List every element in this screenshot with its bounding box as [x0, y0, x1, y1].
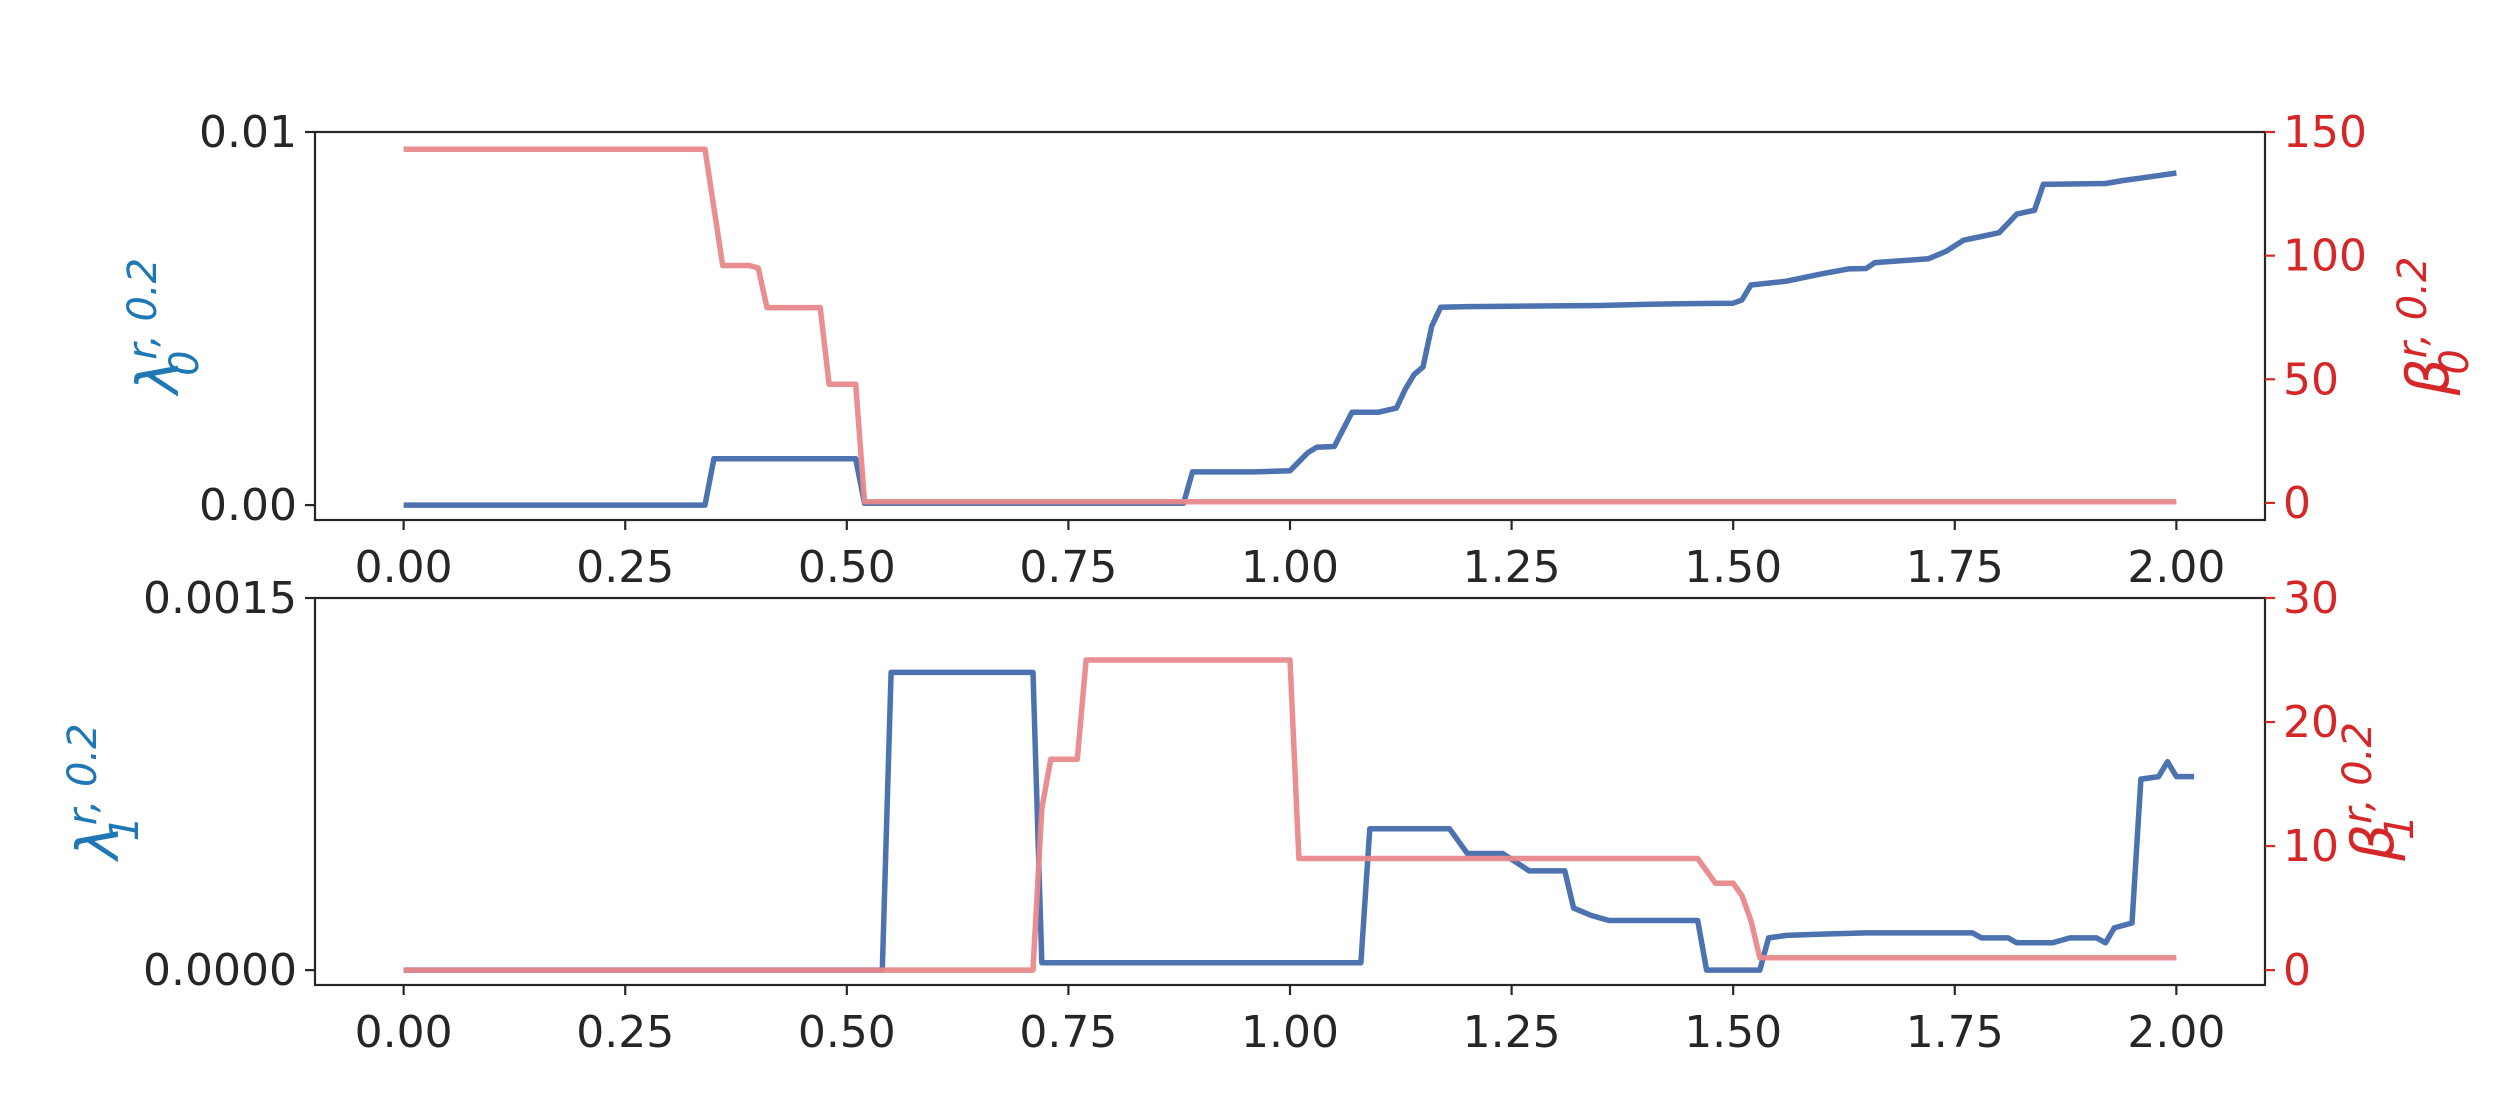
x-tick-label: 0.50 [798, 1007, 896, 1058]
right-y-tick-label: 20 [2283, 697, 2339, 748]
right-y-axis-label: βr, 0.21 [2335, 722, 2423, 862]
left-y-axis-label: λr, 0.21 [60, 723, 148, 862]
x-tick-label: 2.00 [2127, 1007, 2225, 1058]
right-y-tick-label: 100 [2283, 231, 2367, 282]
right-y-axis-label: βr, 0.20 [2390, 257, 2478, 397]
x-tick-label: 0.50 [798, 542, 896, 593]
left-y-tick-label: 0.0015 [143, 573, 297, 624]
lambda-series-line-0 [403, 170, 2177, 508]
bottom-panel: 0.00 0.25 0.50 0.75 1.00 1.25 1.50 1.75 2.00 0.00… [60, 573, 2423, 1058]
left-y-tick-label: 0.01 [199, 107, 297, 158]
right-y-tick-label: 10 [2283, 821, 2339, 872]
right-y-tick-label: 0 [2283, 478, 2311, 529]
left-y-tick-label: 0.00 [199, 480, 297, 531]
x-tick-label: 0.25 [576, 542, 674, 593]
x-tick-label: 1.50 [1684, 1007, 1782, 1058]
x-tick-label: 1.00 [1241, 542, 1339, 593]
left-y-axis-label: λr, 0.20 [120, 258, 208, 397]
x-tick-label: 1.25 [1463, 1007, 1561, 1058]
x-tick-label: 0.75 [1019, 1007, 1117, 1058]
beta-series-line-0 [403, 146, 2177, 505]
x-tick-label: 0.00 [355, 542, 453, 593]
lambda-series-line-1 [403, 669, 2195, 973]
x-tick-label: 0.75 [1019, 542, 1117, 593]
x-tick-label: 1.25 [1463, 542, 1561, 593]
x-tick-label: 1.50 [1684, 542, 1782, 593]
right-y-tick-label: 50 [2283, 354, 2339, 405]
x-tick-label: 1.75 [1906, 1007, 2004, 1058]
right-y-tick-label: 0 [2283, 945, 2311, 996]
left-y-tick-label: 0.0000 [143, 945, 297, 996]
x-tick-label: 1.00 [1241, 1007, 1339, 1058]
x-tick-label: 0.00 [355, 1007, 453, 1058]
x-tick-label: 1.75 [1906, 542, 2004, 593]
axes-frame [313, 596, 2267, 987]
top-panel: 0.00 0.25 0.50 0.75 1.00 1.25 1.50 1.75 2.00 0.00… [120, 107, 2478, 593]
x-tick-label: 0.25 [576, 1007, 674, 1058]
right-y-tick-label: 30 [2283, 573, 2339, 624]
x-tick-label: 2.00 [2127, 542, 2225, 593]
right-y-tick-label: 150 [2283, 107, 2367, 158]
beta-series-line-1 [403, 657, 2177, 973]
axes-frame [313, 130, 2267, 522]
